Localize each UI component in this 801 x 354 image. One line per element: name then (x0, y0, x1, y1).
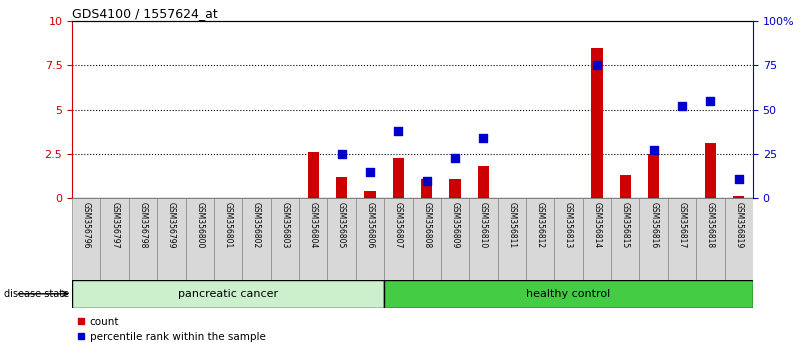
Bar (364, 191, 376, 198)
Text: GSM356800: GSM356800 (195, 202, 204, 249)
Text: GSM356813: GSM356813 (564, 202, 573, 249)
Bar (308, 152, 319, 198)
Text: GSM356797: GSM356797 (111, 202, 119, 249)
Bar (725, 198, 753, 280)
Bar (668, 198, 696, 280)
Bar (497, 198, 526, 280)
Point (675, 103, 688, 109)
Bar (620, 175, 631, 198)
Text: GSM356796: GSM356796 (82, 202, 91, 249)
Text: GSM356811: GSM356811 (507, 202, 517, 249)
Text: GSM356816: GSM356816 (649, 202, 658, 249)
Bar (413, 198, 441, 280)
Text: GSM356798: GSM356798 (139, 202, 147, 249)
Text: GSM356818: GSM356818 (706, 202, 714, 249)
Bar (705, 143, 716, 198)
Point (421, 178, 433, 183)
Text: GSM356803: GSM356803 (280, 202, 289, 249)
Bar (186, 198, 214, 280)
Text: GDS4100 / 1557624_at: GDS4100 / 1557624_at (72, 7, 218, 20)
Bar (100, 198, 129, 280)
Bar (384, 280, 753, 308)
Text: GSM356809: GSM356809 (451, 202, 460, 249)
Bar (384, 198, 413, 280)
Point (449, 155, 461, 160)
Bar (72, 280, 384, 308)
Bar (336, 177, 348, 198)
Text: healthy control: healthy control (526, 289, 610, 299)
Point (477, 135, 490, 141)
Bar (328, 198, 356, 280)
Text: pancreatic cancer: pancreatic cancer (178, 289, 278, 299)
Bar (582, 198, 611, 280)
Point (392, 128, 405, 134)
Bar (696, 198, 725, 280)
Bar (356, 198, 384, 280)
Text: GSM356807: GSM356807 (394, 202, 403, 249)
Text: GSM356799: GSM356799 (167, 202, 176, 249)
Bar (392, 158, 404, 198)
Bar (242, 198, 271, 280)
Point (364, 169, 376, 175)
Bar (157, 198, 186, 280)
Bar (611, 198, 639, 280)
Text: GSM356806: GSM356806 (365, 202, 374, 249)
Bar (591, 48, 602, 198)
Point (732, 176, 745, 182)
Bar (299, 198, 328, 280)
Bar (469, 198, 497, 280)
Text: GSM356814: GSM356814 (593, 202, 602, 249)
Bar (129, 198, 157, 280)
Bar (477, 166, 489, 198)
Point (335, 151, 348, 157)
Text: GSM356812: GSM356812 (536, 202, 545, 249)
Text: GSM356805: GSM356805 (337, 202, 346, 249)
Bar (421, 179, 433, 198)
Legend: count, percentile rank within the sample: count, percentile rank within the sample (78, 317, 266, 342)
Bar (271, 198, 299, 280)
Text: disease state: disease state (4, 289, 69, 299)
Bar (554, 198, 582, 280)
Text: GSM356804: GSM356804 (308, 202, 318, 249)
Bar (639, 198, 668, 280)
Text: GSM356815: GSM356815 (621, 202, 630, 249)
Point (704, 98, 717, 104)
Bar (648, 154, 659, 198)
Text: GSM356808: GSM356808 (422, 202, 431, 249)
Text: GSM356801: GSM356801 (223, 202, 232, 249)
Bar (733, 196, 744, 198)
Text: GSM356817: GSM356817 (678, 202, 686, 249)
Bar (72, 198, 100, 280)
Text: GSM356819: GSM356819 (735, 202, 743, 249)
Text: GSM356810: GSM356810 (479, 202, 488, 249)
Point (647, 148, 660, 153)
Bar (214, 198, 242, 280)
Bar (526, 198, 554, 280)
Point (590, 63, 603, 68)
Bar (449, 179, 461, 198)
Text: GSM356802: GSM356802 (252, 202, 261, 249)
Bar (441, 198, 469, 280)
